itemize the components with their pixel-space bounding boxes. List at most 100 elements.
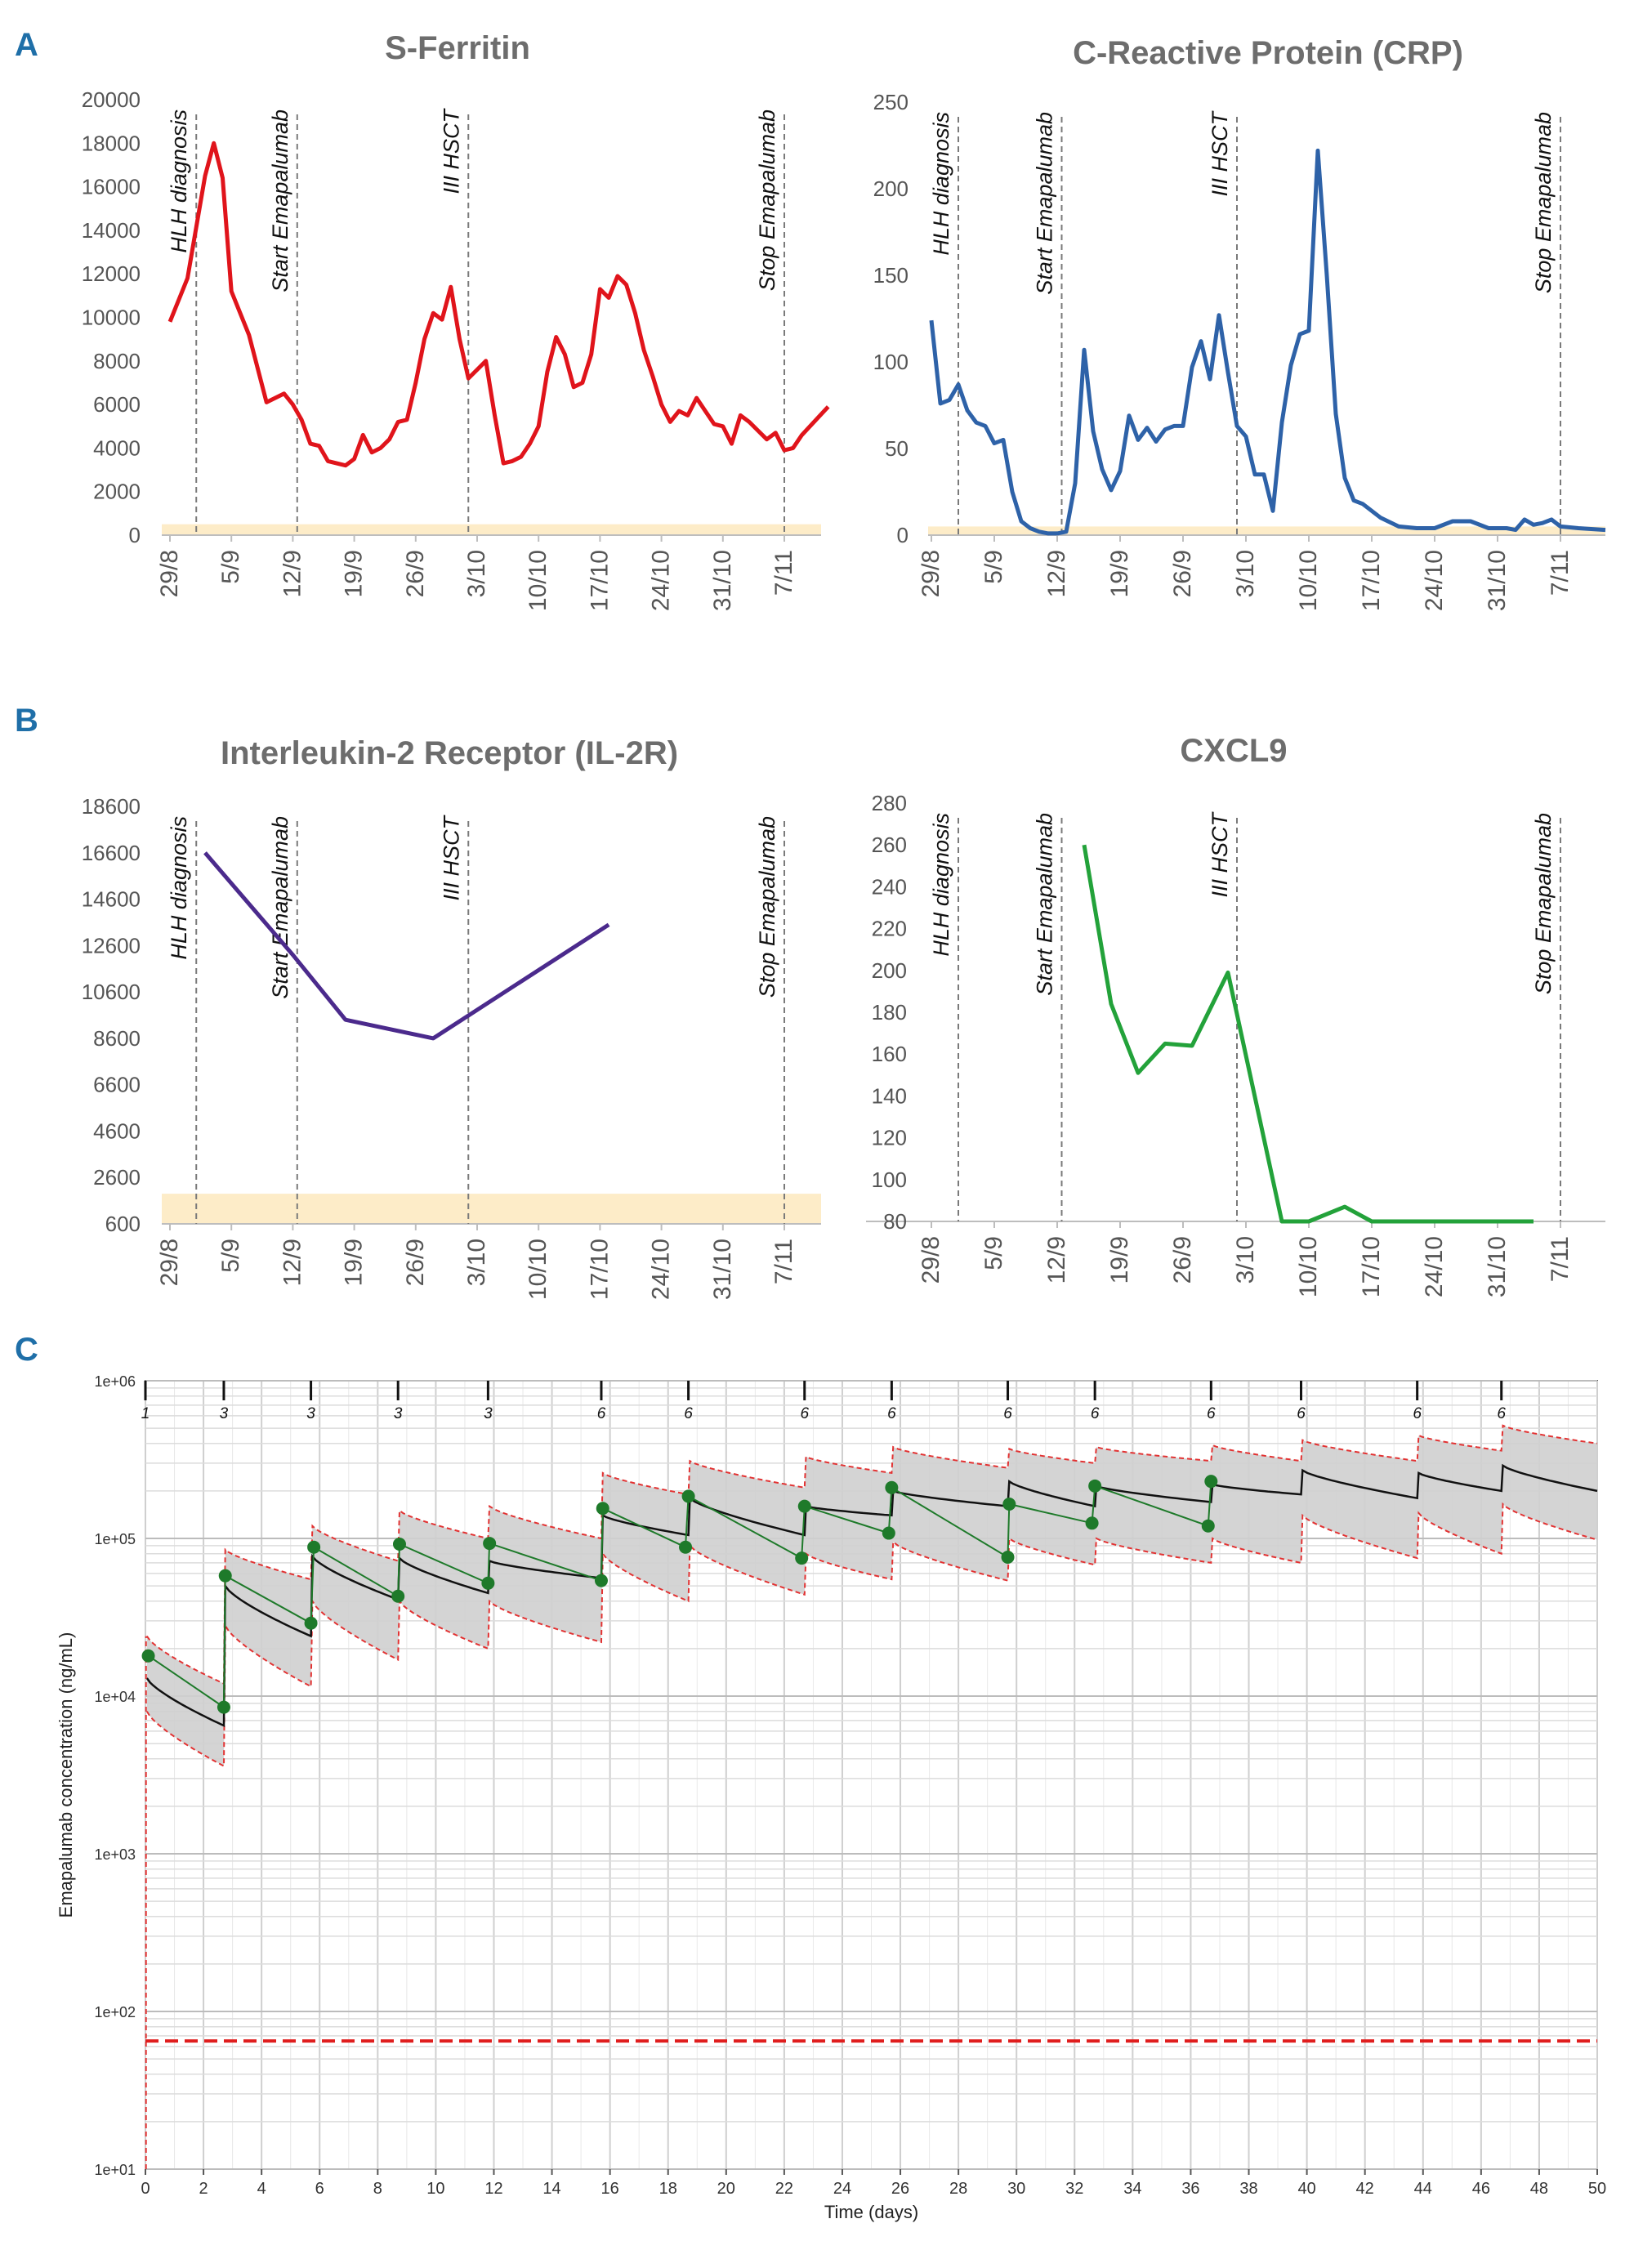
pk-observed-point (594, 1574, 608, 1587)
x-tick-label: 48 (1530, 2180, 1548, 2198)
x-tick-label: 26 (891, 2180, 909, 2198)
y-tick-label: 1e+06 (94, 1373, 136, 1390)
normal-range-band (162, 524, 821, 535)
x-tick-label: 6 (315, 2180, 324, 2198)
normal-range-band (162, 1194, 821, 1224)
chart-title: C-Reactive Protein (CRP) (1073, 35, 1463, 71)
x-tick-label: 38 (1239, 2180, 1257, 2198)
x-tick-label: 24 (833, 2180, 851, 2198)
pk-observed-point (795, 1551, 809, 1565)
event-label: HLH diagnosis (167, 109, 191, 253)
y-tick-label: 160 (872, 1042, 907, 1066)
x-tick-label: 10 (426, 2180, 444, 2198)
x-tick-label: 17/10 (586, 1239, 613, 1300)
x-tick-label: 22 (775, 2180, 793, 2198)
x-tick-label: 10/10 (1295, 550, 1322, 611)
dose-label: 6 (1091, 1405, 1100, 1422)
pk-lower-bound-line (145, 1502, 1598, 1768)
chart-title: Interleukin-2 Receptor (IL-2R) (221, 735, 678, 771)
y-tick-label: 250 (873, 90, 909, 114)
x-tick-label: 30 (1007, 2180, 1025, 2198)
x-tick-label: 0 (141, 2180, 150, 2198)
x-tick-label: 12/9 (279, 1239, 306, 1286)
y-tick-label: 240 (872, 874, 907, 899)
pk-observed-point (481, 1576, 495, 1590)
dose-label: 6 (1207, 1405, 1216, 1422)
ferritin-series-line (167, 141, 830, 468)
x-tick-label: 29/8 (917, 1236, 944, 1284)
x-tick-label: 29/8 (917, 550, 944, 597)
y-tick-label: 600 (105, 1212, 141, 1236)
dose-label: 6 (684, 1405, 693, 1422)
pk-observed-point (217, 1700, 230, 1714)
dose-label: 6 (800, 1405, 809, 1422)
ferritin-chart: S-Ferritin 0 2000 4000 6000 8000 10000 12000 140… (82, 30, 830, 611)
dose-label: 3 (394, 1405, 403, 1422)
x-tick-label: 3/10 (1232, 1236, 1259, 1284)
normal-range-band (928, 526, 1605, 535)
y-tick-label: 220 (872, 917, 907, 941)
y-tick-label: 16000 (82, 175, 141, 199)
x-tick-label: 7/11 (1547, 1236, 1574, 1282)
x-tick-label: 31/10 (709, 550, 736, 611)
y-tick-label: 4600 (93, 1118, 141, 1143)
dose-label: 6 (1003, 1405, 1012, 1422)
x-tick-label: 7/11 (1547, 550, 1574, 596)
x-tick-label: 17/10 (1358, 1236, 1385, 1297)
x-tick-label: 3/10 (1232, 550, 1259, 597)
y-tick-label: 8000 (93, 349, 141, 373)
pk-observed-point (885, 1480, 899, 1494)
x-tick-label: 5/9 (980, 1236, 1007, 1270)
pk-observed-point (1088, 1479, 1102, 1493)
event-label: Start Emapalumab (1033, 112, 1057, 295)
x-tick-label: 5/9 (980, 550, 1007, 584)
x-tick-label: 16 (601, 2180, 619, 2198)
x-tick-label: 29/8 (156, 1239, 183, 1286)
il2r-chart: Interleukin-2 Receptor (IL-2R) 600 2600 460… (82, 735, 821, 1300)
x-tick-label: 17/10 (586, 550, 613, 611)
event-label: Start Emapalumab (268, 109, 292, 292)
crp-series-line (929, 148, 1606, 536)
y-tick-label: 10600 (82, 980, 141, 1004)
x-tick-label: 3/10 (463, 550, 490, 597)
x-tick-label: 5/9 (217, 1239, 244, 1273)
pk-observed-point (141, 1649, 155, 1663)
panel-label-b: B (15, 703, 38, 739)
pk-observed-point (1201, 1519, 1215, 1533)
y-tick-label: 10000 (82, 306, 141, 330)
x-tick-label: 24/10 (1421, 1236, 1448, 1297)
x-tick-label: 3/10 (463, 1239, 490, 1286)
event-label: III HSCT (439, 108, 463, 194)
event-label: Stop Emapalumab (1531, 112, 1556, 293)
x-tick-label: 12 (484, 2180, 502, 2198)
y-tick-label: 6600 (93, 1073, 141, 1097)
y-tick-label: 8600 (93, 1026, 141, 1051)
dose-label: 3 (484, 1405, 493, 1422)
il2r-series-line (203, 851, 610, 1041)
x-tick-label: 24/10 (648, 550, 675, 611)
x-tick-label: 19/9 (341, 1239, 368, 1286)
y-tick-label: 0 (129, 523, 141, 547)
x-tick-label: 5/9 (217, 550, 244, 584)
pk-observed-point (679, 1540, 693, 1554)
crp-chart: C-Reactive Protein (CRP) 0 50 100 150 200 250 2… (873, 35, 1606, 611)
x-tick-label: 17/10 (1358, 550, 1385, 611)
x-tick-label: 19/9 (341, 550, 368, 597)
y-tick-label: 150 (873, 263, 909, 288)
pk-observed-point (797, 1499, 811, 1513)
y-tick-label: 4000 (93, 435, 141, 460)
dose-label: 6 (597, 1405, 606, 1422)
x-tick-label: 50 (1588, 2180, 1606, 2198)
pk-upper-bound-line (145, 1424, 1598, 1685)
event-label: Start Emapalumab (1033, 813, 1057, 996)
y-tick-label: 200 (873, 176, 909, 201)
event-label: III HSCT (1208, 110, 1232, 197)
x-tick-label: 12/9 (1043, 1236, 1070, 1284)
x-tick-label: 44 (1414, 2180, 1432, 2198)
event-label: Stop Emapalumab (1531, 813, 1556, 994)
x-tick-label: 36 (1181, 2180, 1199, 2198)
pk-median-line (145, 1463, 1598, 1728)
x-tick-label: 26/9 (1169, 550, 1196, 597)
dose-label: 6 (1413, 1405, 1422, 1422)
